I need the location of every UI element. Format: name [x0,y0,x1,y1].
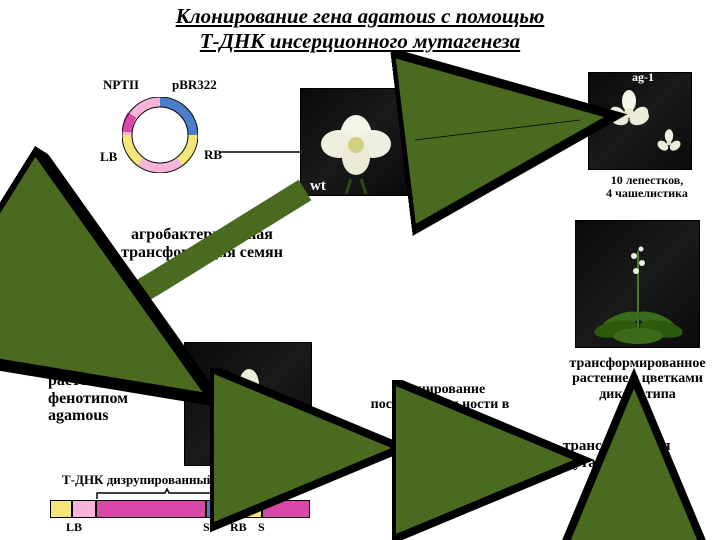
petals-label: 10 лепестков, 4 чашелистика [592,174,702,200]
tdna-rb: RB [230,521,247,534]
title-line1: Клонирование гена agamous с помощью [176,4,545,28]
tdna-lb: LB [66,521,82,534]
photo-plant [575,220,700,348]
mutant-ag1-line1: мутант [623,57,662,71]
select-line4: agamous [48,407,108,424]
mutant-ag2-line1: мутант [258,437,297,451]
trans-wt-label: трансформированное растение с цветками д… [555,356,720,402]
petals-line: 10 лепестков, [611,173,684,187]
agro-line1: агробактериальная [131,226,273,243]
rb-label-1: RB [204,148,222,162]
photo-mutant-ag1 [588,72,692,170]
clone-label: клонирование последовательности в E. col… [340,382,540,428]
tdna-s2: S [258,521,265,534]
ecoli: E. coli [421,413,458,428]
amp-r: R [498,438,504,447]
trans-wt-line1: трансформированное [569,356,705,371]
amp-text: Amp [473,439,498,453]
amp-label: AmpR [473,438,504,453]
mutant-ag2-line2: ag-2 [267,450,289,464]
select-r: R [118,352,126,364]
agro-line2: трансформация семян [121,244,283,261]
trans-ag2-line2: мутанта ag-2 [563,455,651,471]
select-line1: отбор Km [48,354,118,371]
pbr-label-2: pBR322 [370,440,411,453]
mutant-ag1-line2: ag-1 [632,70,654,84]
ems-text: ЭМС-мутагенез [440,95,555,112]
tdna-title: Т-ДНК дизрупированный ген AG [62,473,259,487]
tdna-diagram [50,500,310,518]
mutant-ag2-label: мутант ag-2 [246,438,310,464]
trans-ag2-line1: трансформация [563,438,671,454]
clone-line2: последовательности в [371,397,510,412]
ems-label: ЭМС-мутагенез [432,95,562,113]
rb-label-2: RB [448,492,465,505]
page-title: Клонирование гена agamous с помощью Т-ДН… [0,0,720,58]
clone-line1: клонирование [395,382,485,397]
nptii-label: NPTII [103,78,139,92]
plasmid-1 [122,97,198,173]
s-label-plasmid: S [400,492,407,505]
select-line3: фенотипом [48,390,128,407]
wt-label: wt [310,178,326,195]
lb-label-1: LB [100,150,117,164]
select-label: отбор KmR растений с фенотипом agamous [48,352,178,425]
title-line2: Т-ДНК инсерционного мутагенеза [200,29,520,53]
sepals-line: 4 чашелистика [606,186,688,200]
trans-wt-line3: дикого типа [599,387,676,402]
trans-wt-line2: растение с цветками [572,371,703,386]
select-line2: растений с [48,372,126,389]
tdna-bracket [95,487,240,501]
trans-ag2-label: трансформация мутанта ag-2 [563,438,720,471]
agro-label: агробактериальная трансформация семян [97,226,307,261]
tdna-s1: S [203,521,210,534]
mutant-ag1-label: мутант ag-1 [608,58,678,84]
pbr-label-1: pBR322 [172,78,217,92]
